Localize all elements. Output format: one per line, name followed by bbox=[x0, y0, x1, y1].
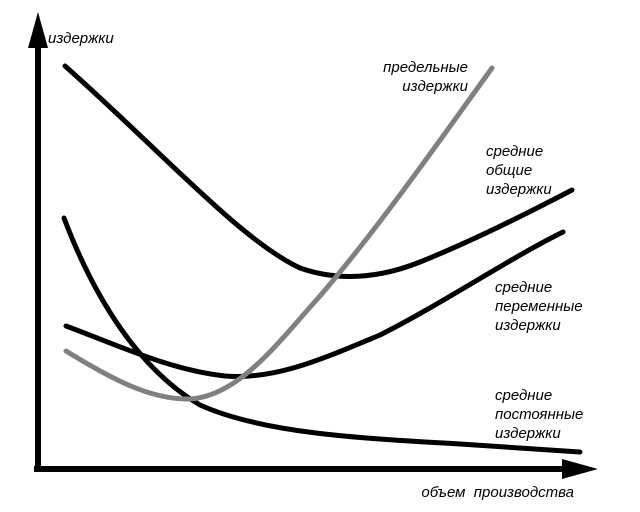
marginal-cost-label-line1: предельные bbox=[383, 59, 468, 76]
average-fixed-cost-label-line1: средние bbox=[495, 387, 552, 404]
average-variable-cost-label-line1: средние bbox=[495, 279, 552, 296]
average-fixed-cost-label-line3: издержки bbox=[495, 425, 561, 442]
average-total-cost-label-line1: средние bbox=[486, 143, 543, 160]
average-variable-cost-label-line3: издержки bbox=[495, 317, 561, 334]
average-fixed-cost-curve bbox=[61, 215, 583, 455]
x-axis-arrowhead bbox=[562, 459, 598, 479]
marginal-cost-label: предельные издержки bbox=[383, 59, 469, 95]
average-variable-cost-label-line2: переменные bbox=[495, 298, 583, 315]
marginal-cost-label-line2: издержки bbox=[402, 78, 468, 95]
average-total-cost-label-line2: общие bbox=[486, 162, 532, 179]
y-axis-arrowhead bbox=[28, 12, 48, 48]
axes bbox=[28, 12, 598, 479]
average-fixed-cost-label: средние постоянные издержки bbox=[495, 387, 583, 442]
y-axis-label: издержки bbox=[48, 30, 114, 47]
average-variable-cost-label: средние переменные издержки bbox=[495, 279, 583, 334]
average-fixed-cost-label-line2: постоянные bbox=[495, 406, 583, 423]
average-total-cost-label-line3: издержки bbox=[486, 181, 552, 198]
x-axis-label: объем производства bbox=[421, 484, 574, 501]
marginal-cost-curve bbox=[63, 65, 495, 402]
average-total-cost-label: средние общие издержки bbox=[486, 143, 552, 198]
average-variable-cost-curve bbox=[63, 229, 566, 380]
